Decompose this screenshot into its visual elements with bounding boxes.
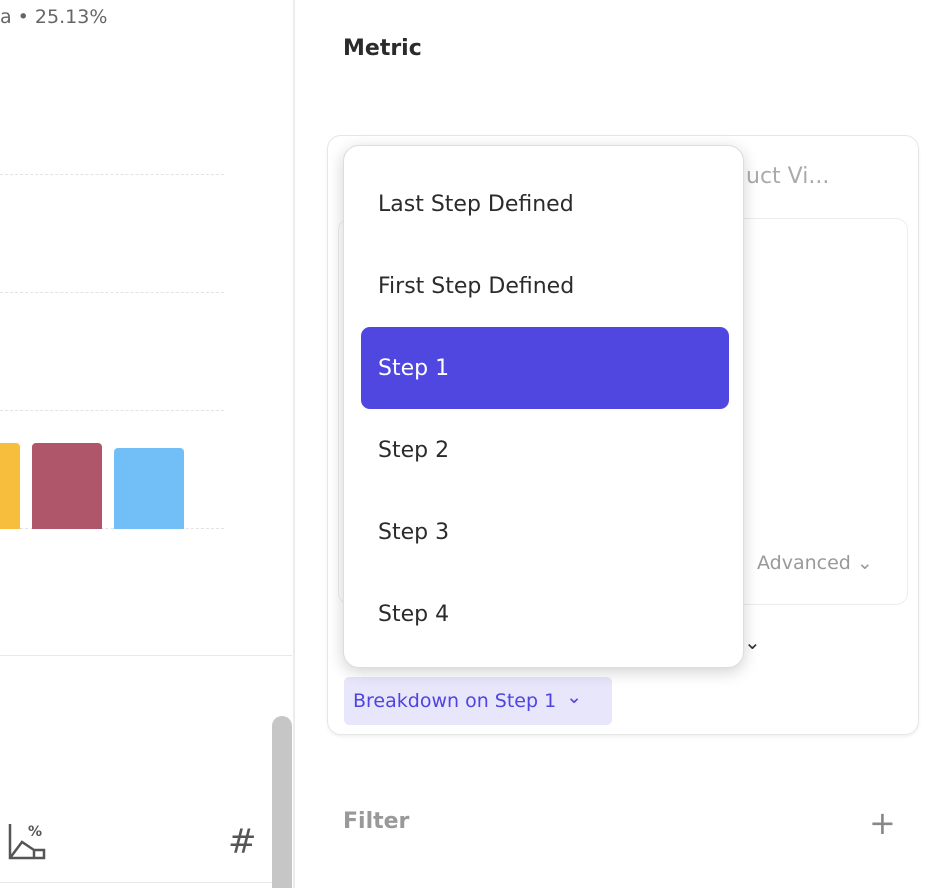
- menu-item-step-3[interactable]: Step 3: [378, 519, 450, 545]
- menu-item-step-4[interactable]: Step 4: [378, 601, 450, 627]
- hash-icon[interactable]: #: [228, 822, 257, 862]
- chevron-down-icon[interactable]: ⌄: [744, 630, 761, 654]
- chart-summary: a • 25.13%: [0, 6, 108, 28]
- chevron-down-icon: ⌄: [566, 686, 583, 708]
- menu-item-step-1[interactable]: Step 1: [361, 327, 729, 409]
- breakdown-label: Breakdown on Step 1: [353, 690, 557, 712]
- add-filter-plus-icon[interactable]: +: [869, 804, 896, 842]
- breakdown-button[interactable]: Breakdown on Step 1 ⌄: [344, 677, 612, 725]
- divider: [0, 655, 292, 656]
- svg-text:%: %: [28, 824, 42, 840]
- menu-item-first-step-defined[interactable]: First Step Defined: [378, 273, 575, 299]
- advanced-label: Advanced: [757, 552, 851, 574]
- chart-percent-icon[interactable]: %: [8, 822, 46, 860]
- menu-item-last-step-defined[interactable]: Last Step Defined: [378, 191, 574, 217]
- chart-bar[interactable]: [32, 443, 102, 529]
- panel-divider: [293, 0, 295, 888]
- chart-bar[interactable]: [114, 448, 184, 529]
- scrollbar[interactable]: [272, 716, 292, 888]
- chart-bar[interactable]: [0, 443, 20, 529]
- metric-title: Metric: [343, 36, 422, 61]
- gridline: [0, 528, 224, 529]
- gridline: [0, 292, 224, 293]
- gridline: [0, 410, 224, 411]
- menu-item-step-2[interactable]: Step 2: [378, 437, 450, 463]
- divider: [0, 882, 272, 883]
- gridline: [0, 174, 224, 175]
- chevron-down-icon: ⌄: [856, 552, 873, 574]
- advanced-toggle[interactable]: Advanced ⌄: [757, 552, 873, 574]
- step-dropdown-menu: Last Step Defined First Step Defined Ste…: [343, 145, 744, 668]
- event-label[interactable]: uct Vi...: [746, 164, 830, 189]
- filter-label: Filter: [343, 809, 410, 834]
